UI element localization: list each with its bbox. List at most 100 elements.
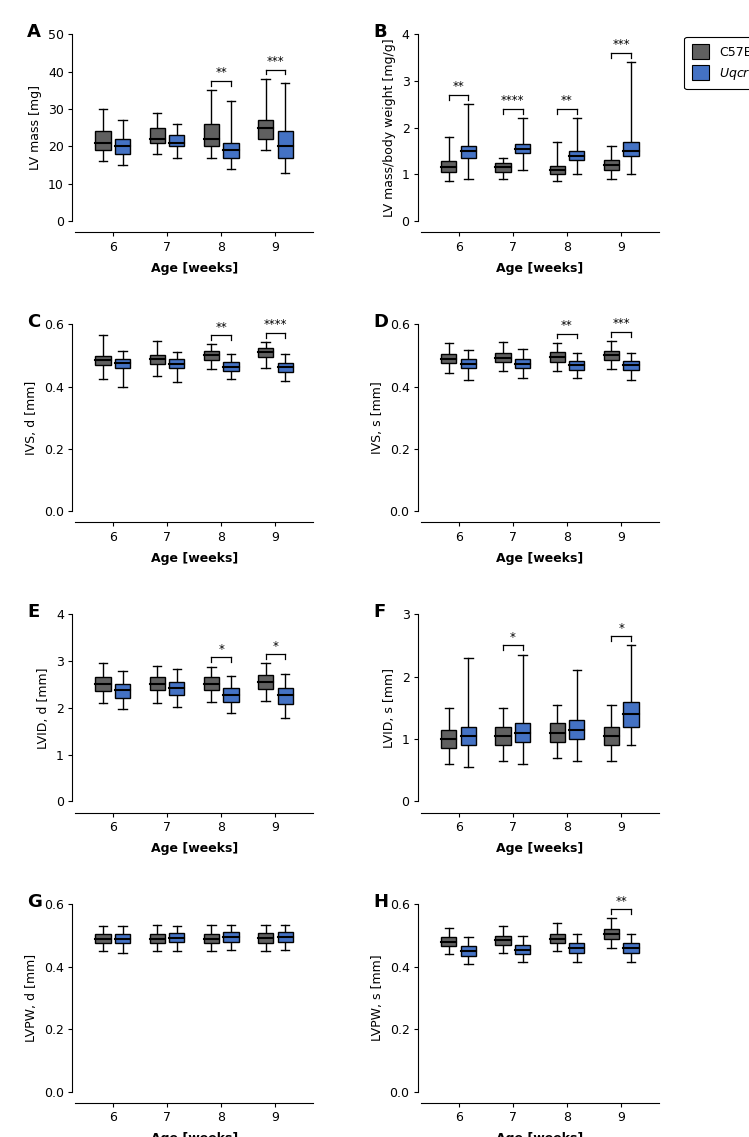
Bar — [495, 936, 511, 945]
Y-axis label: LVPW, s [mm]: LVPW, s [mm] — [371, 955, 384, 1041]
Bar — [150, 356, 165, 364]
Text: **: ** — [561, 319, 573, 332]
Bar — [461, 359, 476, 368]
Bar — [258, 121, 273, 139]
Bar — [278, 688, 293, 704]
Bar — [150, 933, 165, 944]
Bar — [569, 360, 584, 371]
Bar — [278, 363, 293, 372]
X-axis label: Age [weeks]: Age [weeks] — [151, 1132, 237, 1137]
Text: ****: **** — [264, 318, 287, 331]
Bar — [495, 727, 511, 745]
Text: G: G — [27, 894, 42, 911]
X-axis label: Age [weeks]: Age [weeks] — [151, 553, 237, 565]
Text: ***: *** — [613, 39, 630, 51]
Bar — [515, 144, 530, 153]
Y-axis label: LV mass/body weight [mg/g]: LV mass/body weight [mg/g] — [383, 39, 396, 217]
Bar — [258, 933, 273, 943]
Bar — [169, 359, 184, 368]
Bar — [169, 135, 184, 147]
X-axis label: Age [weeks]: Age [weeks] — [151, 843, 237, 855]
Bar — [204, 678, 219, 690]
Text: **: ** — [452, 81, 464, 93]
Legend: C57BL/6N, $\mathit{Uqcrh}$-KO: C57BL/6N, $\mathit{Uqcrh}$-KO — [685, 36, 749, 90]
Bar — [604, 160, 619, 169]
Text: H: H — [373, 894, 388, 911]
X-axis label: Age [weeks]: Age [weeks] — [151, 262, 237, 275]
Text: *: * — [510, 631, 516, 644]
Bar — [278, 132, 293, 158]
Bar — [569, 151, 584, 160]
Text: **: ** — [216, 321, 227, 333]
Text: *: * — [273, 639, 279, 653]
Y-axis label: LVID, d [mm]: LVID, d [mm] — [37, 667, 50, 748]
Bar — [515, 359, 530, 368]
Bar — [604, 929, 619, 939]
Bar — [258, 348, 273, 357]
Bar — [623, 944, 639, 953]
X-axis label: Age [weeks]: Age [weeks] — [497, 1132, 583, 1137]
Text: A: A — [27, 23, 41, 41]
Text: *: * — [218, 642, 224, 656]
Bar — [495, 163, 511, 172]
Text: C: C — [27, 313, 40, 331]
Bar — [550, 933, 565, 944]
Bar — [515, 945, 530, 954]
Y-axis label: IVS, s [mm]: IVS, s [mm] — [371, 381, 384, 454]
Bar — [550, 352, 565, 362]
Text: F: F — [373, 603, 385, 621]
Bar — [95, 678, 111, 691]
Bar — [115, 358, 130, 368]
Bar — [623, 360, 639, 371]
X-axis label: Age [weeks]: Age [weeks] — [497, 553, 583, 565]
Bar — [223, 363, 239, 371]
Bar — [169, 682, 184, 695]
Bar — [441, 161, 456, 172]
Bar — [515, 723, 530, 742]
Bar — [569, 721, 584, 739]
Text: E: E — [27, 603, 40, 621]
Y-axis label: IVS, d [mm]: IVS, d [mm] — [25, 381, 38, 455]
Bar — [204, 350, 219, 360]
Bar — [115, 684, 130, 698]
Bar — [278, 932, 293, 941]
Bar — [569, 944, 584, 953]
Text: *: * — [618, 622, 624, 634]
Bar — [604, 350, 619, 360]
Bar — [169, 933, 184, 943]
Bar — [461, 727, 476, 745]
Text: **: ** — [561, 94, 573, 108]
Bar — [461, 147, 476, 158]
Bar — [441, 937, 456, 946]
Y-axis label: LVID, s [mm]: LVID, s [mm] — [383, 667, 396, 748]
Text: D: D — [373, 313, 388, 331]
Bar — [204, 124, 219, 147]
Bar — [95, 356, 111, 365]
Bar — [115, 933, 130, 944]
Bar — [550, 723, 565, 742]
Bar — [495, 352, 511, 363]
Text: ***: *** — [267, 56, 284, 68]
Bar — [604, 727, 619, 745]
Y-axis label: LV mass [mg]: LV mass [mg] — [29, 85, 42, 171]
Bar — [95, 933, 111, 944]
X-axis label: Age [weeks]: Age [weeks] — [497, 262, 583, 275]
X-axis label: Age [weeks]: Age [weeks] — [497, 843, 583, 855]
Bar — [223, 688, 239, 703]
Bar — [258, 675, 273, 689]
Bar — [150, 678, 165, 690]
Text: ****: **** — [501, 94, 524, 108]
Bar — [204, 933, 219, 944]
Bar — [150, 127, 165, 142]
Bar — [223, 932, 239, 941]
Bar — [115, 139, 130, 153]
Bar — [95, 132, 111, 150]
Bar — [441, 354, 456, 363]
Text: **: ** — [616, 895, 627, 907]
Bar — [550, 166, 565, 174]
Y-axis label: LVPW, d [mm]: LVPW, d [mm] — [25, 954, 38, 1041]
Text: **: ** — [216, 66, 227, 80]
Bar — [223, 142, 239, 158]
Text: B: B — [373, 23, 386, 41]
Bar — [623, 142, 639, 156]
